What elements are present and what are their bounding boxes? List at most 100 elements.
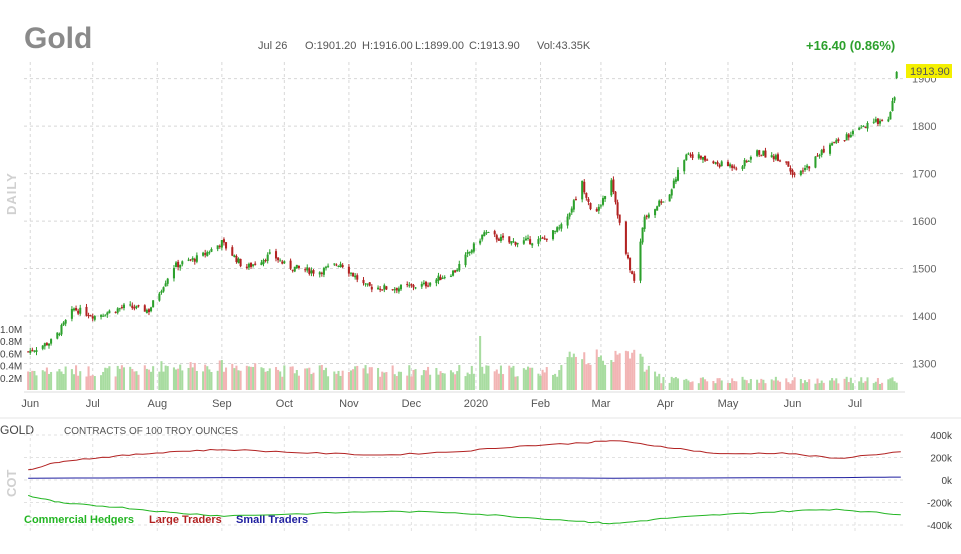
volume-bar [670,376,673,390]
volume-bar [295,370,298,390]
x-axis-tick: Jul [848,398,862,410]
candle-body [747,160,750,162]
candle-body [393,289,396,291]
candle-body [308,268,311,274]
candle-body [104,315,107,317]
volume-bar [793,377,796,390]
candle-body [347,266,350,274]
x-axis-tick: May [718,398,739,410]
candle-body [175,262,178,268]
candle-body [327,265,330,267]
candle-body [614,191,617,203]
volume-bar [749,378,752,390]
volume-axis-tick: 0.4M [0,362,22,373]
volume-bar [64,366,67,390]
volume-bar [583,352,586,390]
volume-bar [479,336,482,390]
volume-bar [468,374,471,390]
candle-body [164,283,167,287]
volume-bar [304,368,307,390]
volume-bar [181,370,184,390]
candle-body [887,119,890,122]
volume-bar [799,378,802,390]
volume-bar [114,376,117,390]
volume-bar [237,370,240,390]
ohlc-volume: Vol:43.35K [537,40,591,52]
volume-bar [774,376,777,390]
candle-body [874,119,877,122]
candle-body [43,343,46,347]
volume-bar [158,371,161,390]
candle-body [862,125,865,127]
volume-bar [779,381,782,390]
volume-bar [714,383,717,390]
volume-bar [645,369,648,390]
candle-body [808,166,811,169]
volume-bar [62,373,65,390]
volume-bar [379,376,382,390]
candle-body [772,156,775,160]
candle-body [106,312,109,315]
candle-body [143,305,146,312]
candle-body [118,308,121,310]
volume-bar [249,366,253,390]
volume-bar [701,377,705,390]
volume-bar [100,375,103,390]
x-axis-tick: Jun [21,398,39,410]
candle-body [397,288,400,292]
candle-body [689,154,692,156]
candle-body [318,272,321,275]
candle-body [339,263,342,268]
candle-body [264,260,267,262]
volume-bar [524,369,527,390]
volume-bar [308,367,311,390]
candle-body [56,332,59,339]
volume-bar [614,350,617,390]
candle-body [399,284,403,290]
volume-bar [147,369,150,390]
volume-bar [152,366,155,390]
candle-body [322,268,325,275]
candle-body [29,350,32,353]
volume-bar [837,383,840,390]
volume-bar [772,380,775,390]
candle-body [510,241,513,244]
volume-bar [289,366,292,390]
candle-body [497,238,500,241]
candle-body [718,164,721,167]
volume-bar [456,371,459,390]
volume-bar [510,367,513,390]
volume-bar [881,382,884,390]
candle-body [758,150,761,155]
candle-body [633,273,636,281]
candle-body [599,205,602,207]
candle-body [558,227,561,229]
volume-bar [629,358,632,390]
volume-bar [166,366,169,390]
volume-bar [104,367,107,390]
volume-bar [175,369,178,390]
candle-body [166,278,169,284]
candle-body [60,324,63,335]
x-axis-tick: Feb [531,398,550,410]
candle-body [383,285,386,290]
volume-bar [539,375,542,390]
candle-body [647,214,650,218]
volume-bar [162,371,165,390]
candle-body [699,155,702,159]
candle-body [526,237,530,239]
volume-bar [718,378,721,390]
candle-body [356,275,359,280]
volume-bar [704,379,707,390]
candle-body [341,265,344,268]
volume-bar [385,372,388,390]
volume-bar [887,379,890,390]
volume-axis-tick: 0.2M [0,374,22,385]
candle-body [249,262,253,267]
candle-body [468,251,471,253]
candle-body [889,111,892,120]
volume-bar [79,371,82,390]
candle-body [697,154,700,159]
cot-commercial-line [28,494,901,525]
candle-body [410,283,413,286]
